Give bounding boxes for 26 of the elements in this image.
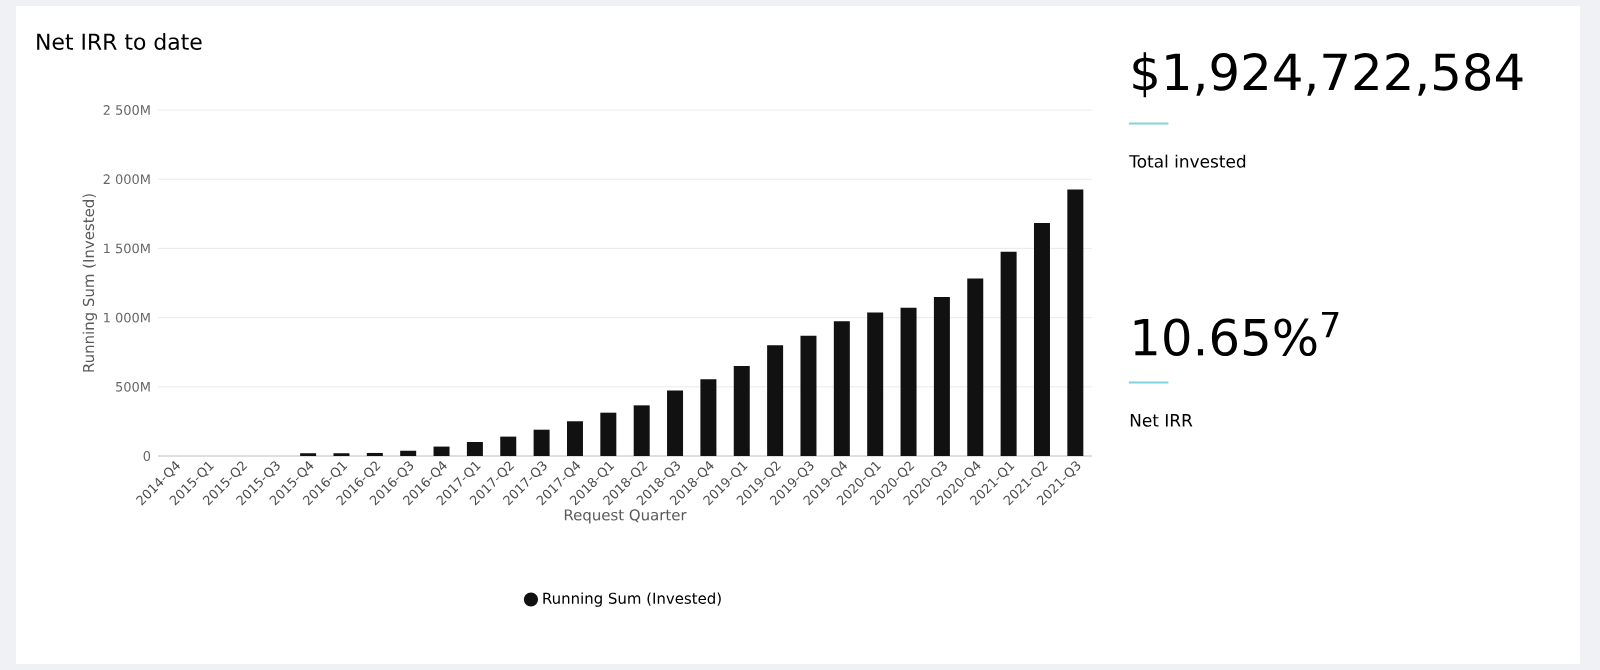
bar (533, 429, 550, 456)
bar (900, 307, 917, 456)
bar (833, 321, 850, 456)
bar (1067, 189, 1084, 456)
bar (633, 405, 650, 456)
text: 10.65%$^{7}$ (1134, 311, 1339, 357)
bar (433, 446, 450, 456)
bar (1000, 251, 1017, 456)
bar (466, 442, 483, 456)
bar (600, 412, 617, 456)
bar (933, 297, 950, 456)
bar (1033, 223, 1050, 456)
text: Total invested (1129, 154, 1246, 168)
text: $1,924,722,584 (1133, 52, 1523, 98)
text: Net IRR (1130, 414, 1193, 427)
bar (500, 436, 517, 456)
bar (967, 278, 984, 456)
bar (800, 335, 817, 456)
bar (867, 312, 884, 456)
bar (700, 379, 717, 456)
chart-title: Net IRR to date (37, 33, 202, 50)
bar (767, 345, 784, 456)
bar (400, 450, 417, 456)
bar (667, 390, 684, 456)
bar (566, 421, 583, 456)
bar (733, 365, 750, 456)
